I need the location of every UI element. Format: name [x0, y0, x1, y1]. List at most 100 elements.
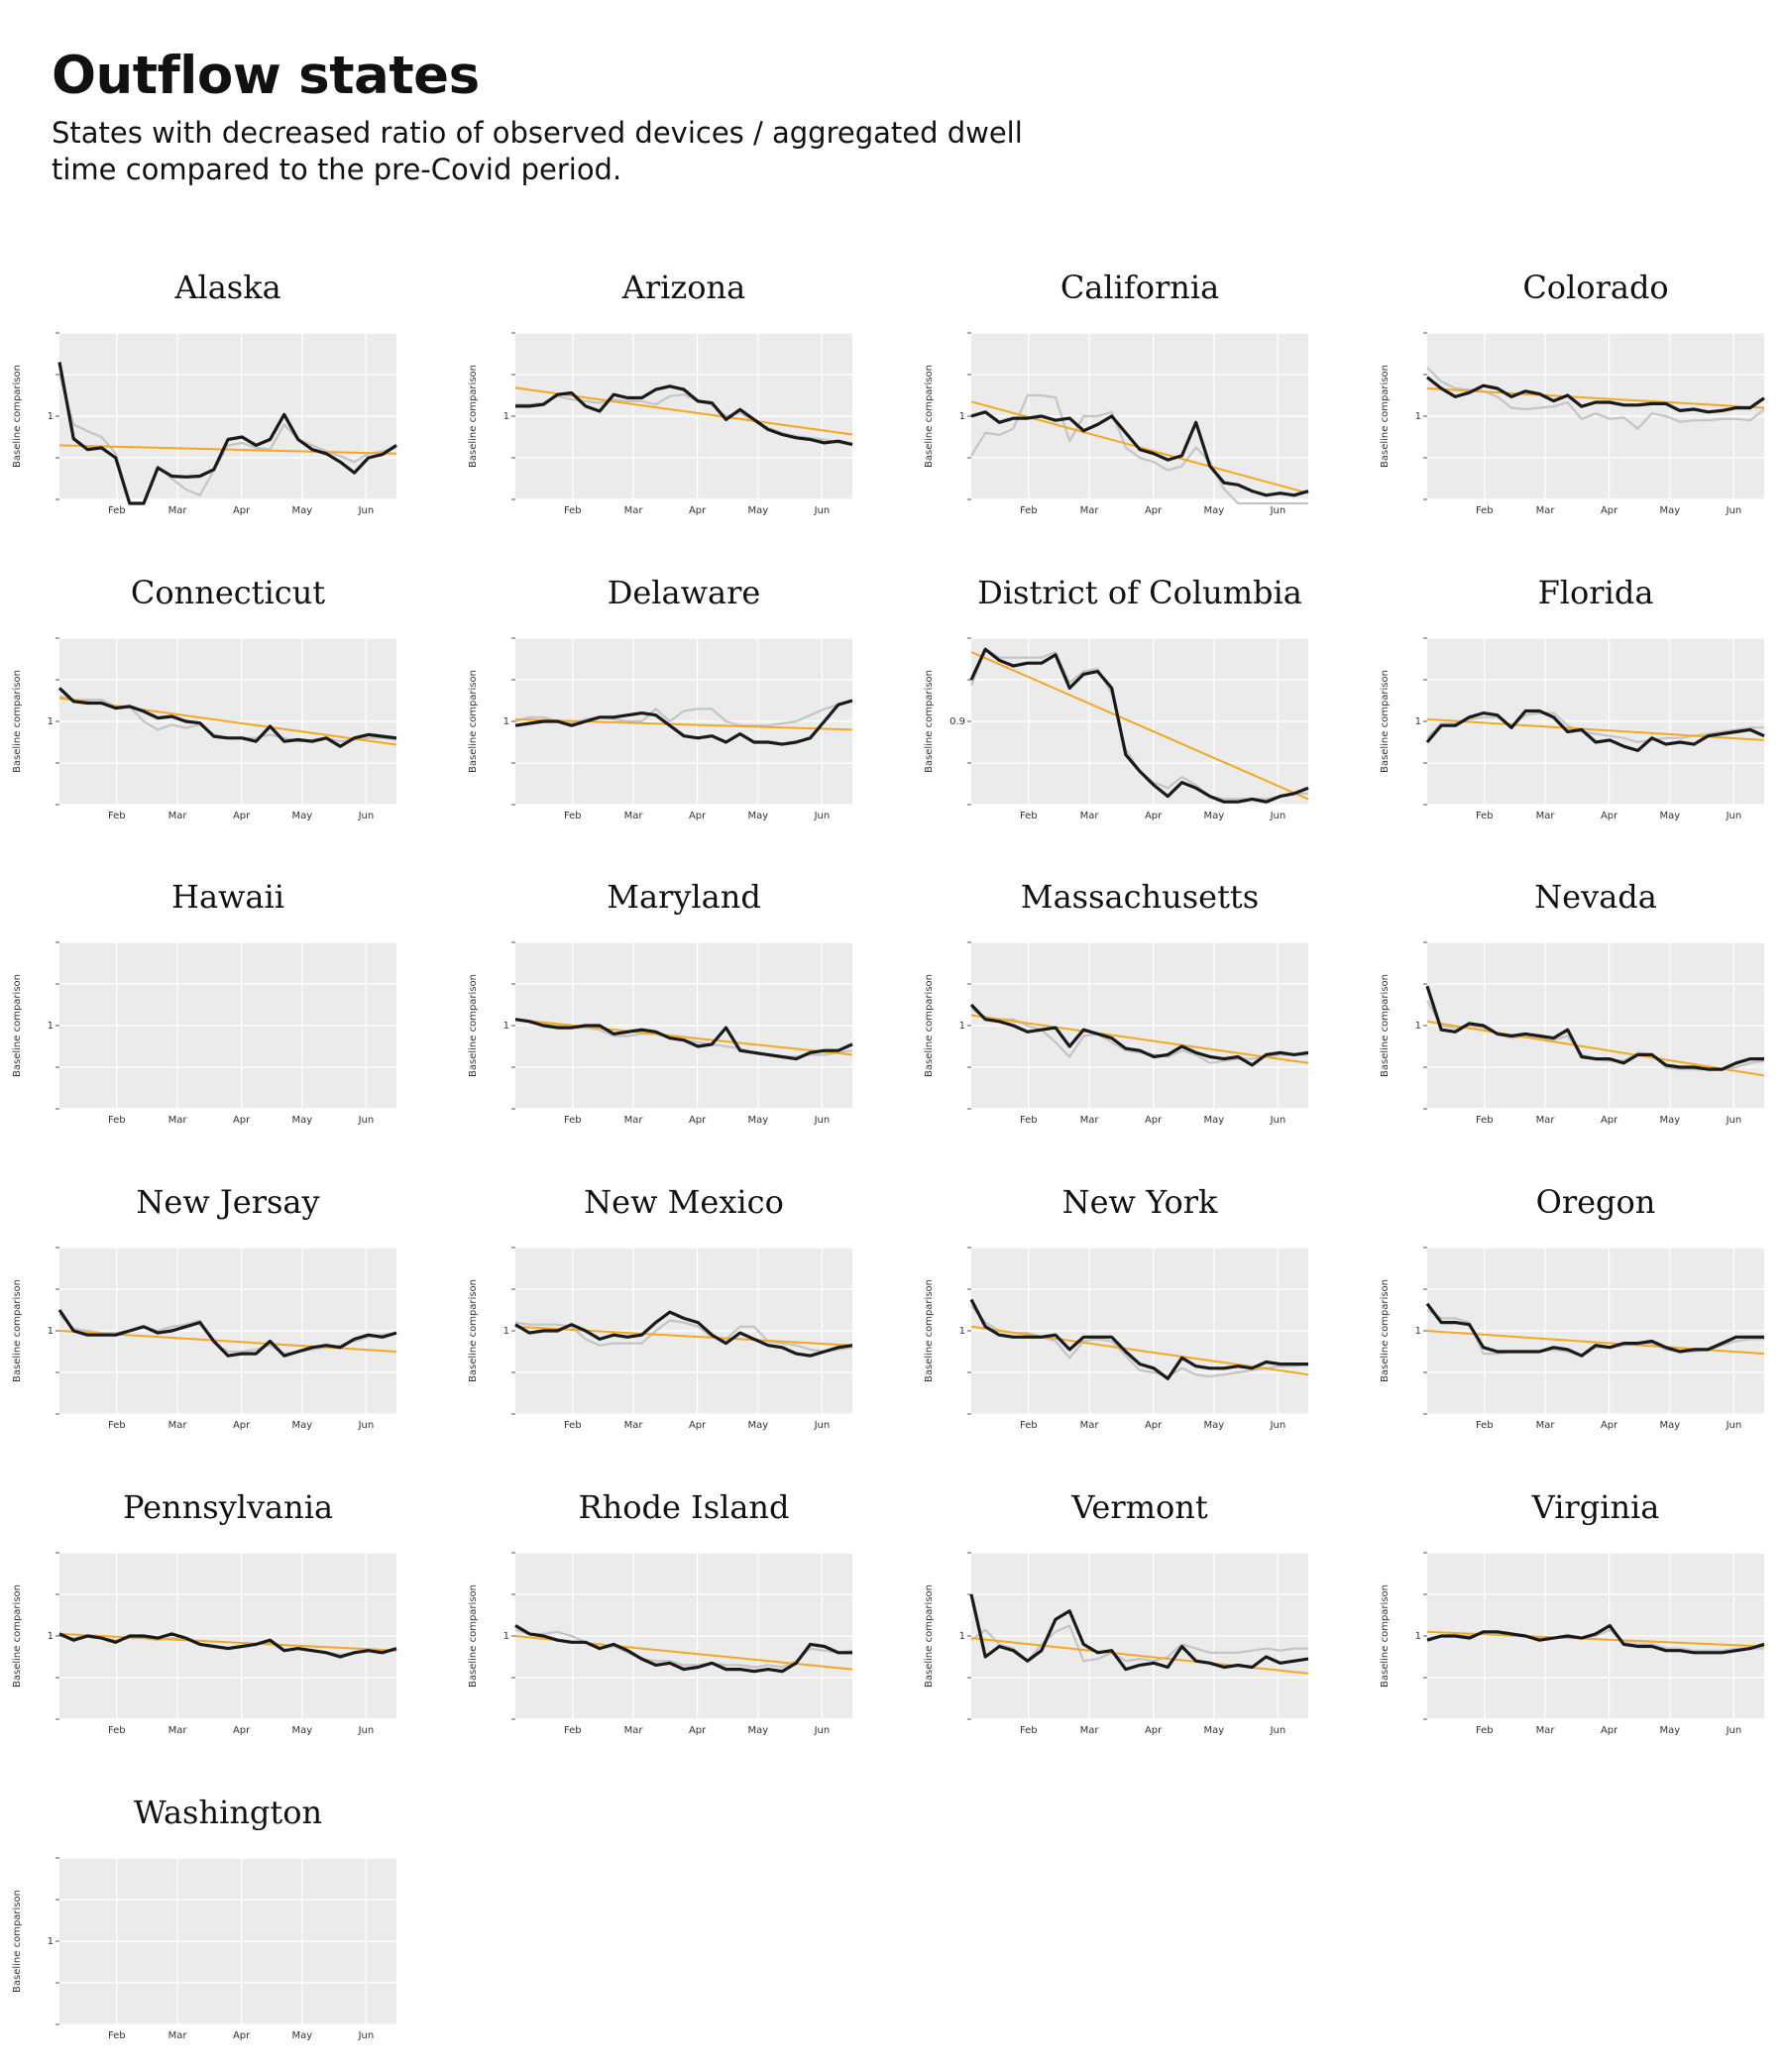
y-axis-title: Baseline comparison	[468, 1279, 479, 1382]
header: Outflow states States with decreased rat…	[52, 44, 1142, 188]
x-tick-label: Feb	[1476, 505, 1494, 516]
x-tick-label: Apr	[1145, 1115, 1163, 1126]
x-tick-label: Mar	[168, 1420, 188, 1431]
chart-title: Massachusetts	[1020, 878, 1260, 916]
chart-svg: Feb Mar Apr May Jun 1 Baseline comparison	[468, 332, 853, 516]
x-tick-label: Apr	[1145, 1420, 1163, 1431]
x-tick-label: May	[1659, 1725, 1680, 1736]
x-tick-label: Apr	[1601, 1725, 1618, 1736]
x-tick-label: Jun	[358, 811, 375, 821]
chart-svg: Feb Mar Apr May Jun 1 Baseline comparison	[924, 1247, 1309, 1431]
x-tick-label: Jun	[814, 811, 831, 821]
y-axis-title: Baseline comparison	[12, 974, 23, 1077]
x-tick-label: May	[1203, 1420, 1224, 1431]
x-tick-label: Apr	[1145, 811, 1163, 821]
x-tick-label: Feb	[1020, 1115, 1038, 1126]
x-tick-label: May	[747, 1115, 768, 1126]
x-tick-label: Mar	[1536, 1420, 1556, 1431]
comparison-series-line	[514, 1319, 853, 1354]
x-tick-label: Jun	[358, 505, 375, 516]
x-tick-label: Feb	[108, 1115, 126, 1126]
x-tick-label: Jun	[358, 1725, 375, 1736]
chart-panel: Alaska Feb Mar Apr May Jun 1 Baseline compariso…	[0, 268, 456, 545]
x-tick-label: Feb	[564, 1420, 582, 1431]
y-tick-label: 1	[1415, 1021, 1421, 1032]
chart-panel: Hawaii Feb Mar Apr May Jun 1 Baseline compariso…	[0, 877, 456, 1154]
x-tick-label: Jun	[1270, 1420, 1286, 1431]
x-tick-label: May	[1659, 505, 1680, 516]
observed-series-line	[969, 1298, 1308, 1380]
y-axis-title: Baseline comparison	[1380, 1279, 1391, 1382]
x-tick-label: Mar	[1080, 505, 1100, 516]
x-tick-label: Mar	[624, 1115, 644, 1126]
x-tick-label: May	[747, 811, 768, 821]
x-tick-label: Jun	[1270, 1115, 1286, 1126]
chart-svg: Feb Mar Apr May Jun 0.9 Baseline comparison	[924, 637, 1309, 821]
chart-svg: Feb Mar Apr May Jun 1 Baseline comparison	[1380, 1552, 1765, 1736]
x-tick-label: Jun	[1726, 505, 1742, 516]
x-tick-label: Apr	[233, 1115, 251, 1126]
x-tick-label: Jun	[1270, 1725, 1286, 1736]
chart-title: New York	[1061, 1183, 1218, 1221]
chart-svg: Feb Mar Apr May Jun 1 Baseline comparison	[468, 941, 853, 1126]
x-tick-label: Mar	[624, 1420, 644, 1431]
trend-line	[514, 1018, 853, 1056]
y-tick-label: 1	[1415, 411, 1421, 422]
y-axis-title: Baseline comparison	[924, 1279, 935, 1382]
x-tick-label: Feb	[564, 1115, 582, 1126]
chart-title: District of Columbia	[977, 574, 1302, 611]
x-tick-label: Mar	[1536, 1115, 1556, 1126]
y-tick-label: 1	[48, 1631, 54, 1642]
y-axis-title: Baseline comparison	[468, 974, 479, 1077]
x-tick-label: May	[291, 811, 312, 821]
chart-title: California	[1059, 269, 1220, 306]
chart-svg: Feb Mar Apr May Jun 1 Baseline comparison	[1380, 637, 1765, 821]
x-tick-label: Apr	[1145, 1725, 1163, 1736]
x-tick-label: Feb	[108, 1725, 126, 1736]
x-tick-label: Feb	[1020, 811, 1038, 821]
chart-title: Connecticut	[130, 574, 326, 611]
chart-panel: Connecticut Feb Mar Apr May Jun 1 Baseline comp…	[0, 573, 456, 850]
chart-svg: Feb Mar Apr May Jun 1 Baseline comparison	[1380, 941, 1765, 1126]
chart-title: Florida	[1537, 574, 1654, 611]
x-tick-label: Feb	[108, 505, 126, 516]
observed-series-line	[1426, 376, 1765, 414]
observed-series-line	[514, 699, 853, 746]
y-axis-title: Baseline comparison	[468, 670, 479, 773]
x-tick-label: Jun	[814, 1420, 831, 1431]
x-tick-label: Mar	[168, 505, 188, 516]
chart-svg: Feb Mar Apr May Jun 1 Baseline comparison	[924, 941, 1309, 1126]
comparison-series-line	[970, 393, 1308, 505]
y-axis-title: Baseline comparison	[12, 1584, 23, 1688]
chart-panel: New Mexico Feb Mar Apr May Jun 1 Baseline compa…	[456, 1182, 912, 1460]
chart-svg: Feb Mar Apr May Jun 1 Baseline comparison	[924, 332, 1309, 516]
y-tick-label: 1	[959, 1631, 965, 1642]
observed-series-line	[514, 1018, 853, 1061]
x-tick-label: Feb	[564, 811, 582, 821]
comparison-series-line	[1426, 711, 1764, 744]
x-tick-label: Mar	[1080, 811, 1100, 821]
y-axis-title: Baseline comparison	[12, 1890, 23, 1993]
observed-series-line	[969, 1003, 1309, 1067]
y-axis-title: Baseline comparison	[1380, 365, 1391, 468]
x-tick-label: Jun	[1726, 1115, 1742, 1126]
y-tick-label: 1	[503, 1326, 509, 1337]
x-tick-label: Apr	[1601, 505, 1618, 516]
chart-title: New Jersay	[136, 1183, 320, 1221]
x-tick-label: May	[291, 1725, 312, 1736]
x-tick-label: Apr	[233, 811, 251, 821]
x-tick-label: Mar	[1080, 1115, 1100, 1126]
x-tick-label: Mar	[1080, 1420, 1100, 1431]
y-axis-title: Baseline comparison	[924, 974, 935, 1077]
y-tick-label: 1	[1415, 716, 1421, 727]
x-tick-label: Mar	[1536, 1725, 1556, 1736]
comparison-series-line	[57, 374, 397, 505]
x-tick-label: Jun	[1270, 505, 1286, 516]
y-tick-label: 1	[48, 716, 54, 727]
x-tick-label: Jun	[1726, 1420, 1742, 1431]
y-tick-label: 1	[503, 411, 509, 422]
chart-panel: Massachusetts Feb Mar Apr May Jun 1 Baseline co…	[912, 877, 1368, 1154]
x-tick-label: Mar	[168, 811, 188, 821]
chart-title: Arizona	[621, 269, 746, 306]
chart-title: New Mexico	[584, 1183, 784, 1221]
